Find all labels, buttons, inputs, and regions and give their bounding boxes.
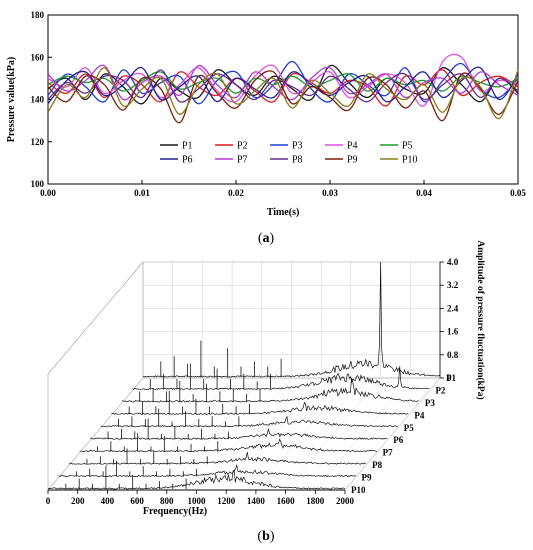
row-label-p2: P2 xyxy=(435,385,445,395)
caption-a: (a) xyxy=(258,231,275,246)
spectrum-line-p7 xyxy=(79,438,377,453)
row-label-p6: P6 xyxy=(393,435,403,445)
y-tick-label: 180 xyxy=(31,10,45,20)
floor-grid-line xyxy=(136,377,233,491)
left-wall xyxy=(47,261,144,491)
y-tick-label: 140 xyxy=(31,95,45,105)
x-tick-label: 600 xyxy=(130,496,144,506)
series-line-p10 xyxy=(47,67,519,120)
floor-grid-line xyxy=(107,377,203,491)
x-tick-label: 1200 xyxy=(217,496,236,506)
x-tick-label: 0.05 xyxy=(510,188,526,198)
spectrum-line-p10 xyxy=(47,469,346,490)
x-tick-label: 0.03 xyxy=(322,188,338,198)
x-tick-label: 200 xyxy=(71,496,85,506)
row-label-p9: P9 xyxy=(362,473,372,483)
chart-b: 0 0.8 1.6 2.4 3.2 4.0 Amplitude of pressure fl… xyxy=(46,240,486,544)
x-tick-label: 0 xyxy=(46,496,51,506)
z-tick-label: 2.4 xyxy=(447,303,459,313)
x-tick-label: 0.02 xyxy=(228,188,244,198)
legend-label: P4 xyxy=(347,141,358,152)
spectrum-line-p5 xyxy=(100,415,398,428)
y-tick-label: 160 xyxy=(31,52,45,62)
spectrum-line-p4 xyxy=(111,401,409,416)
x-tick-label: 1400 xyxy=(247,496,266,506)
caption-b: (b) xyxy=(257,529,274,544)
row-label-p8: P8 xyxy=(372,460,382,470)
x-tick-label: 0.01 xyxy=(134,188,150,198)
legend-label: P9 xyxy=(347,155,358,166)
chart-a: 0.00 0.01 0.02 0.03 0.04 0.05 100 120 140 160 180 T… xyxy=(6,10,526,246)
caption-a-letter: a xyxy=(263,231,270,246)
spectrum-line-p6 xyxy=(90,428,388,440)
series-line-p4 xyxy=(47,53,519,107)
x-tick-label: 0.00 xyxy=(40,188,56,198)
z-tick-label: 3.2 xyxy=(447,280,459,290)
floor-grid-line xyxy=(196,377,292,491)
floor-grid-line xyxy=(344,377,441,491)
y-tick-label: 100 xyxy=(31,179,45,189)
caption-b-letter: b xyxy=(262,529,270,544)
floor-grid-line xyxy=(47,377,144,491)
z-tick-label: 4.0 xyxy=(447,257,459,267)
x-tick-label: 0.04 xyxy=(416,188,432,198)
legend-label: P3 xyxy=(292,141,303,152)
y-tick-label: 120 xyxy=(31,137,45,147)
x-tick-label: 1000 xyxy=(188,496,207,506)
series-line-p8 xyxy=(47,69,519,103)
x-axis-title: Frequency(Hz) xyxy=(143,506,207,517)
x-tick-label: 800 xyxy=(160,496,174,506)
row-label-p3: P3 xyxy=(425,398,435,408)
floor-grid-line xyxy=(226,377,322,491)
spectrum-line-p8 xyxy=(68,452,367,465)
z-tick-label: 0 xyxy=(447,373,452,383)
legend-label: P7 xyxy=(237,155,248,166)
x-tick-label: 400 xyxy=(101,496,115,506)
legend-label: P1 xyxy=(182,141,193,152)
row-label-p10: P10 xyxy=(351,485,366,495)
x-tick-label: 2000 xyxy=(336,496,355,506)
spectrum-line-p9 xyxy=(58,463,356,478)
row-label-p7: P7 xyxy=(383,448,393,458)
y-axis-title: Pressure value(kPa) xyxy=(6,57,17,142)
floor-grid-line xyxy=(77,377,173,491)
z-axis-title: Amplitude of pressure fluctuation(kPa) xyxy=(475,240,486,399)
series-line-p9 xyxy=(47,70,519,124)
legend-label: P5 xyxy=(402,141,413,152)
spectrum-line-p2 xyxy=(132,366,430,390)
floor-grid-line xyxy=(285,377,381,491)
legend-label: P8 xyxy=(292,155,303,166)
x-axis-title: Time(s) xyxy=(267,207,300,218)
z-tick-label: 1.6 xyxy=(447,327,459,337)
floor-grid-line xyxy=(166,377,262,491)
series-line-p6 xyxy=(47,66,519,105)
z-tick-label: 0.8 xyxy=(447,350,459,360)
floor-grid-line xyxy=(315,377,411,491)
floor-grid-line xyxy=(255,377,352,491)
series-line-p3 xyxy=(47,60,519,105)
x-tick-label: 1800 xyxy=(306,496,325,506)
row-label-p4: P4 xyxy=(414,410,424,420)
row-label-p1: P1 xyxy=(446,373,456,383)
spectrum-line-p1 xyxy=(142,261,440,378)
legend-label: P2 xyxy=(237,141,248,152)
spectrum-line-p3 xyxy=(121,378,419,403)
legend-label: P6 xyxy=(182,155,193,166)
series-line-p5 xyxy=(47,71,519,94)
row-label-p5: P5 xyxy=(404,423,414,433)
legend-label: P10 xyxy=(402,155,418,166)
x-tick-label: 1600 xyxy=(277,496,296,506)
